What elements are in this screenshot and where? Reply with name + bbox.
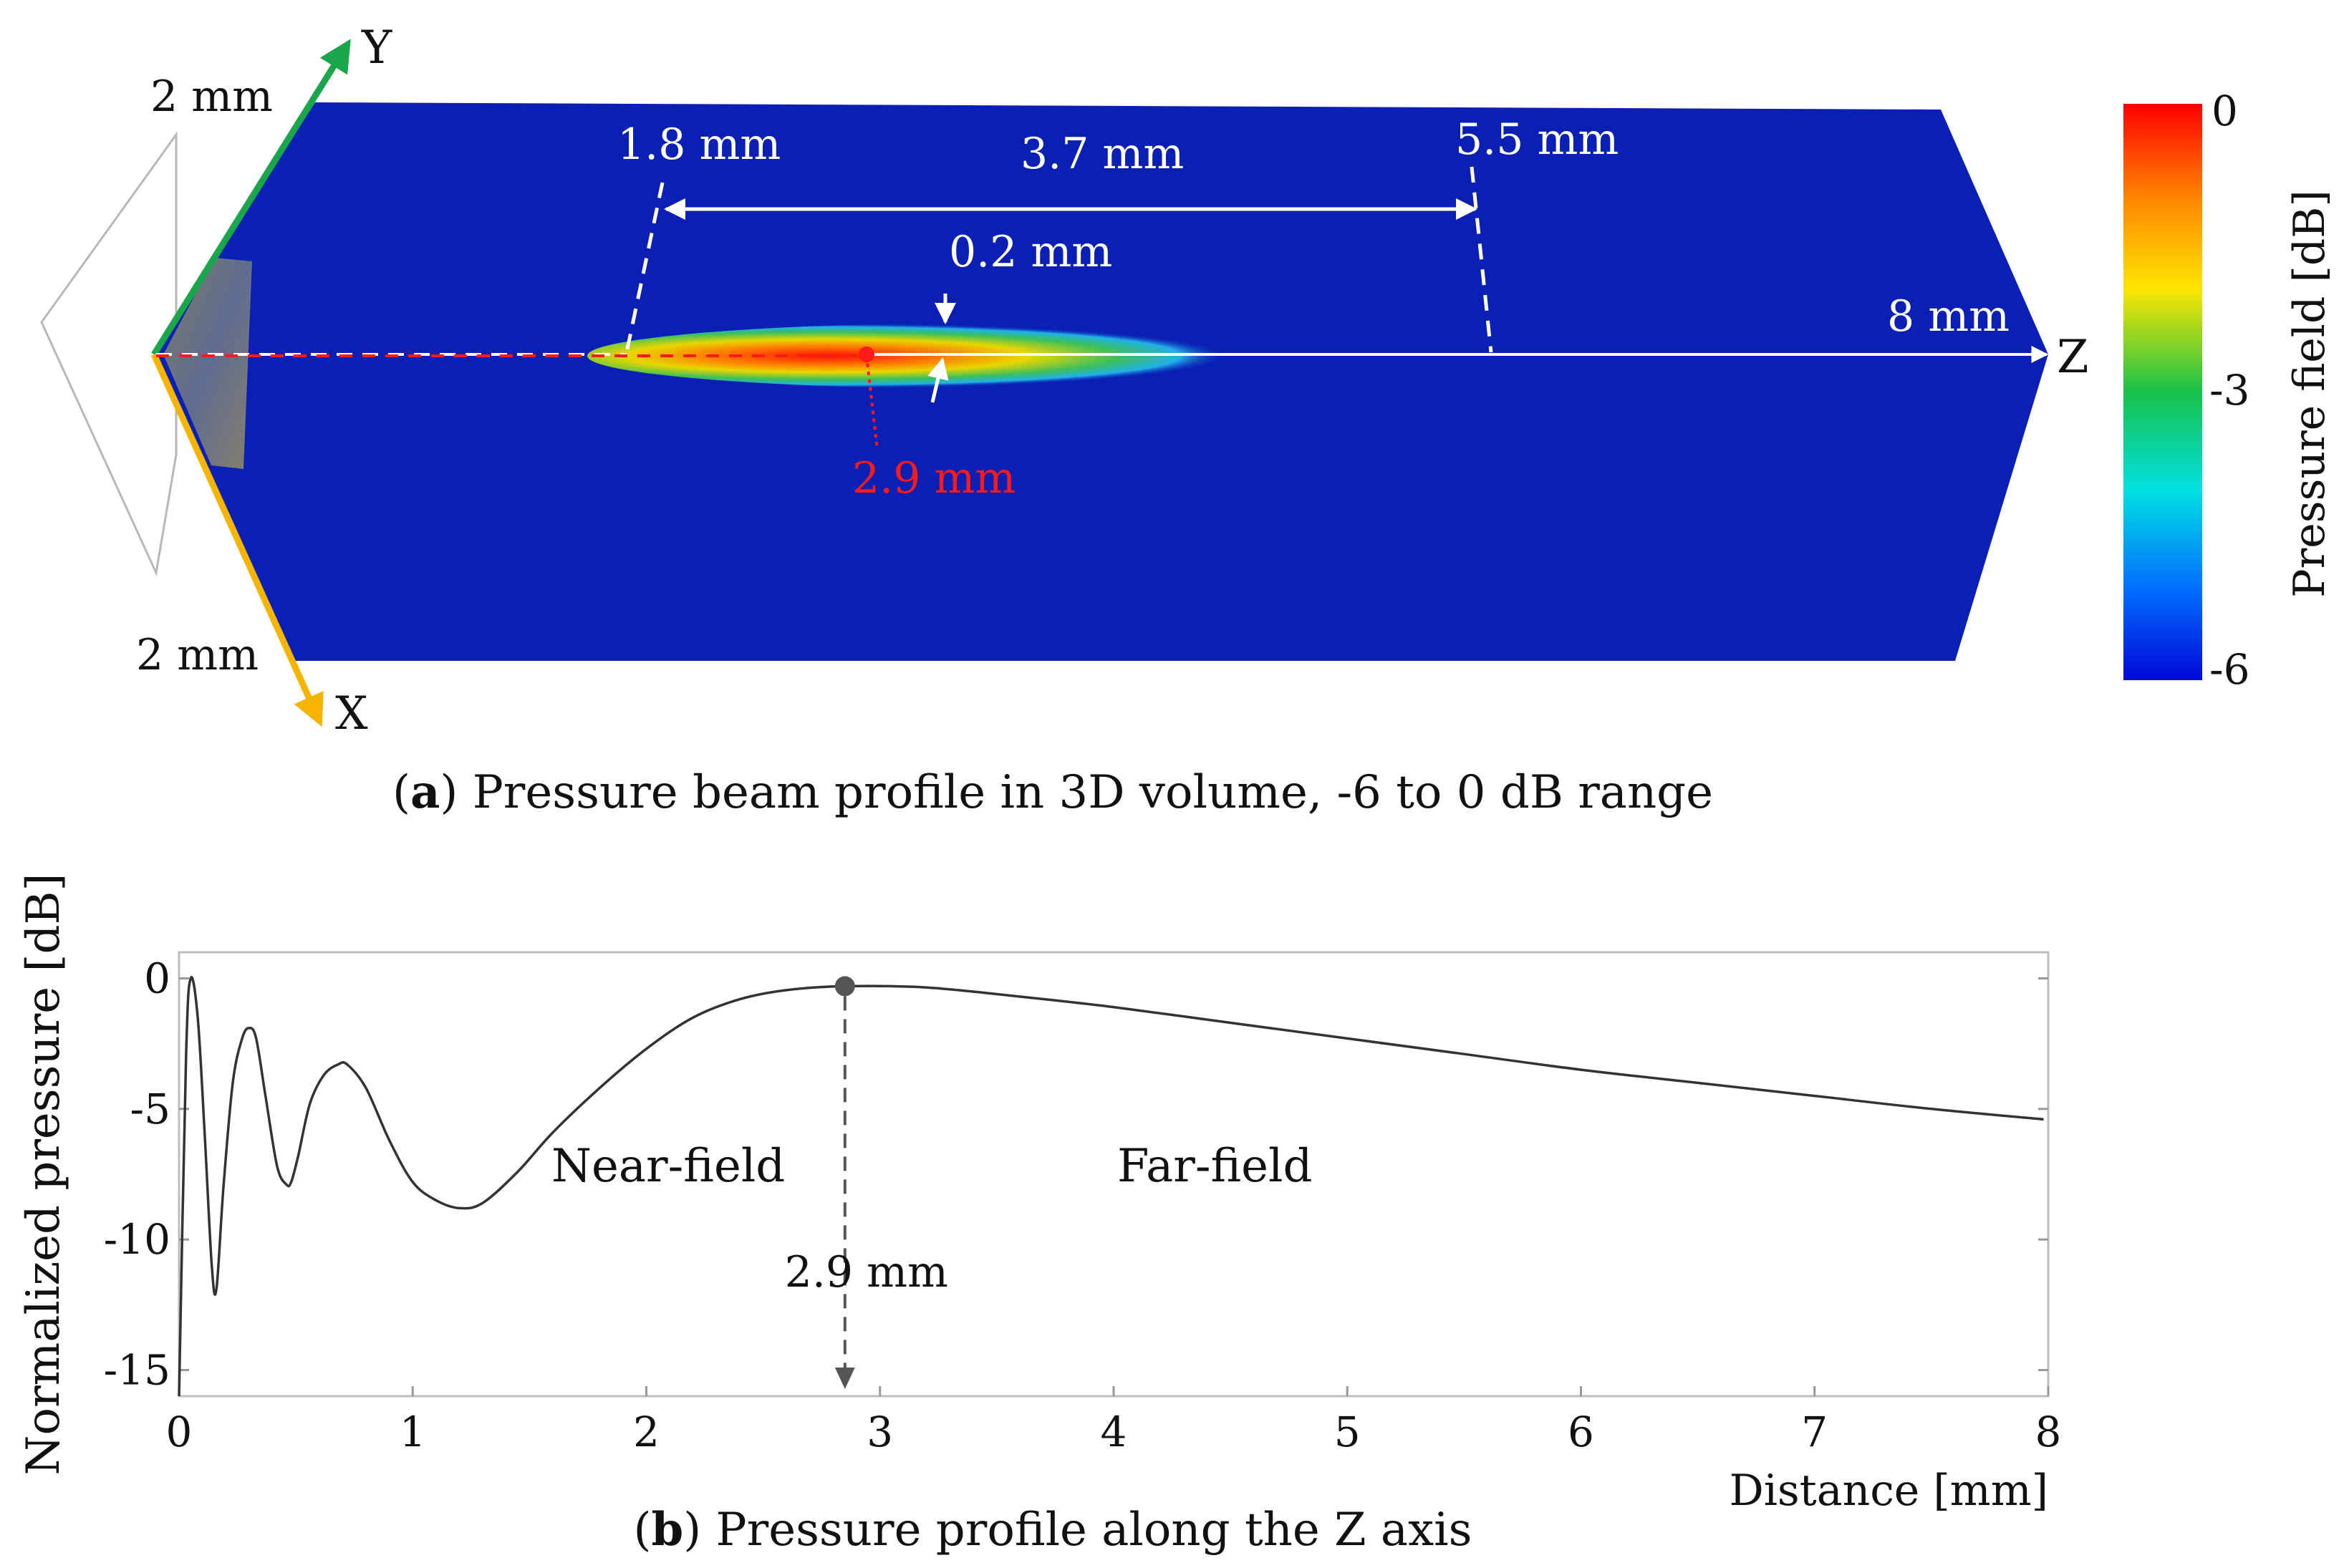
- near-field-label: Near-field: [551, 1140, 785, 1193]
- focus-point: [859, 347, 874, 362]
- caption-b: (b) Pressure profile along the Z axis: [634, 1503, 1472, 1557]
- caption-b-text: ) Pressure profile along the Z axis: [683, 1504, 1472, 1557]
- x-axis-label: X: [335, 687, 368, 740]
- caption-a-letter: a: [410, 765, 440, 819]
- plot-frame: [178, 951, 2050, 1398]
- focus-distance-label: 2.9 mm: [785, 1247, 948, 1297]
- x-tick-label: 8: [2035, 1408, 2062, 1456]
- focus-arrow-head: [834, 1368, 855, 1389]
- x-tick-label: 3: [867, 1408, 893, 1456]
- colorbar-tick-0: 0: [2212, 87, 2238, 135]
- caption-b-letter: b: [651, 1503, 683, 1557]
- colorbar: [2123, 104, 2202, 680]
- y-tick-label: -5: [130, 1085, 171, 1133]
- axis-ticks: 0 1 2 3 4 5 6 7 8 0 -5 -10 -15: [104, 954, 2062, 1456]
- transducer-outline: [40, 131, 178, 577]
- x-tick-label: 5: [1334, 1408, 1361, 1456]
- focus-marker: [834, 976, 855, 997]
- colorbar-tick-6: -6: [2209, 645, 2250, 694]
- near-boundary-label: 1.8 mm: [617, 120, 781, 170]
- pressure-curve: [178, 976, 2044, 1397]
- panel-b: 0 1 2 3 4 5 6 7 8 0 -5 -10 -15 2.9 mm Near-field Far…: [17, 873, 2061, 1557]
- caption-a: (a) Pressure beam profile in 3D volume, …: [392, 765, 1713, 819]
- x-axis-title: Distance [mm]: [1730, 1466, 2048, 1516]
- y-tick-label: 0: [144, 954, 170, 1002]
- z-axis-label: Z: [2057, 331, 2088, 384]
- x-tick-label: 1: [400, 1408, 426, 1456]
- y-extent-label: 2 mm: [150, 72, 273, 122]
- x-tick-label: 4: [1101, 1408, 1127, 1456]
- far-boundary-dash: [1470, 166, 1493, 353]
- panel-a: Y X Z 2 mm 2 mm 8 mm 1.8 mm 5.5 mm 3.7 m…: [40, 21, 2335, 819]
- x-tick-label: 2: [633, 1408, 660, 1456]
- focal-length-label: 3.7 mm: [1021, 129, 1184, 179]
- x-tick-label: 0: [166, 1408, 193, 1456]
- far-field-label: Far-field: [1117, 1140, 1312, 1193]
- y-axis: [151, 39, 351, 357]
- far-boundary-label: 5.5 mm: [1455, 115, 1619, 165]
- near-boundary-dash: [624, 182, 665, 353]
- z-extent-label: 8 mm: [1887, 291, 2010, 342]
- y-axis-label: Y: [361, 21, 392, 74]
- beam-width-label: 0.2 mm: [949, 227, 1112, 277]
- y-axis-title: Normalized pressure [dB]: [17, 873, 70, 1476]
- transducer-plate: [163, 258, 252, 469]
- x-tick-label: 7: [1801, 1408, 1828, 1456]
- x-tick-label: 6: [1568, 1408, 1594, 1456]
- y-tick-label: -10: [104, 1215, 170, 1264]
- caption-a-text: ) Pressure beam profile in 3D volume, -6…: [440, 766, 1713, 819]
- colorbar-tick-3: -3: [2209, 366, 2250, 415]
- beam-width-arrow-bottom: [927, 357, 949, 403]
- focus-label: 2.9 mm: [852, 453, 1016, 503]
- colorbar-title: Pressure field [dB]: [2285, 190, 2335, 598]
- x-extent-label: 2 mm: [136, 630, 259, 680]
- x-axis: [150, 353, 324, 727]
- y-tick-label: -15: [104, 1346, 170, 1395]
